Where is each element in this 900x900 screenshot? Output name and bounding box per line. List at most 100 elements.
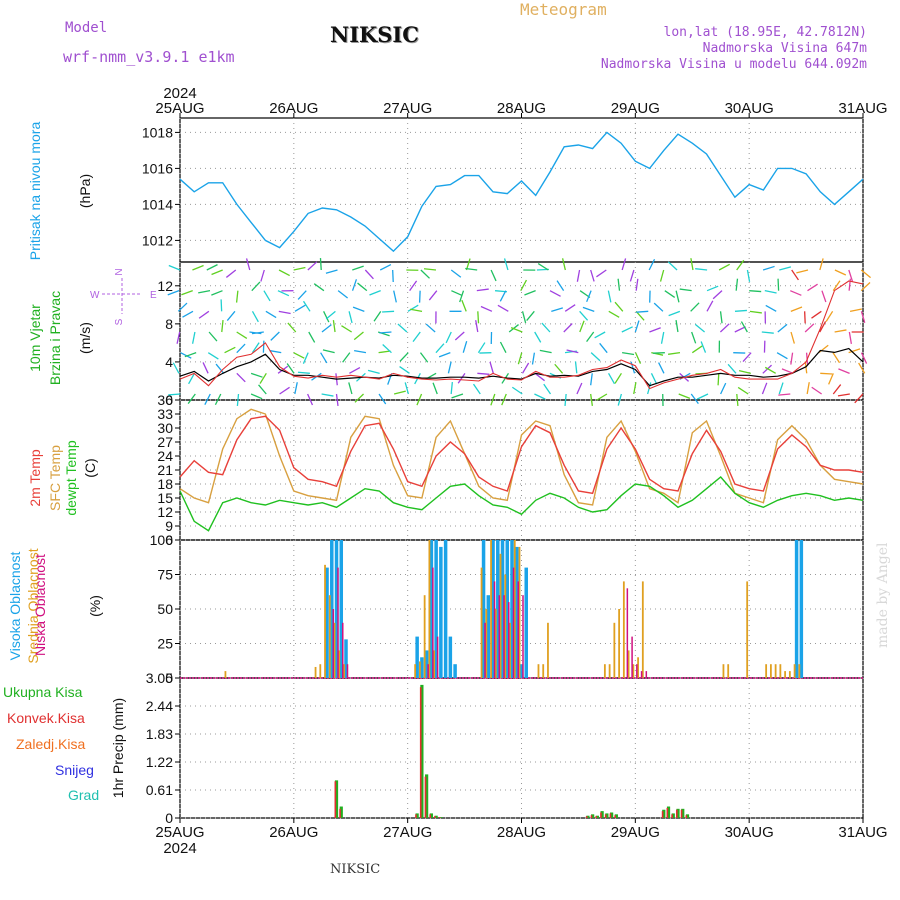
precip-bar xyxy=(590,815,593,818)
precip-bar xyxy=(605,813,609,818)
wind-arrow xyxy=(849,308,862,312)
wind-arrow xyxy=(848,348,861,354)
cloud-bar xyxy=(314,666,317,678)
wind-arrow xyxy=(761,382,768,395)
meteogram-title: Meteogram xyxy=(520,0,607,19)
wind-arrow xyxy=(418,290,421,303)
cloud-bar xyxy=(793,664,796,678)
wind-arrow xyxy=(302,300,311,312)
cloud-bar xyxy=(415,636,419,678)
wind-arrow xyxy=(278,310,291,315)
wind-arrow xyxy=(764,366,776,374)
wind-arrow xyxy=(215,363,225,374)
wind-arrow xyxy=(804,323,815,333)
wind-arrow xyxy=(781,368,794,374)
wind-arrow xyxy=(790,290,802,296)
wind-arrow xyxy=(819,258,824,271)
sfc-temp-line xyxy=(179,408,864,506)
wind-arrow xyxy=(177,302,188,312)
wind-arrow xyxy=(811,386,822,395)
y-tick-label: 12 xyxy=(157,504,173,520)
wind-arrow xyxy=(297,290,307,300)
wind-arrow xyxy=(454,331,465,341)
cloud-bar xyxy=(508,602,510,678)
cloud-bar xyxy=(343,664,345,678)
precip-bar xyxy=(434,815,438,818)
precip-bar xyxy=(438,817,441,818)
y-tick-label: 6 xyxy=(165,532,173,548)
precip-bar xyxy=(586,815,590,818)
cloud-bar xyxy=(645,671,648,678)
cloud-bar xyxy=(486,595,491,678)
wind-arrow xyxy=(477,372,490,375)
y-tick-label: 36 xyxy=(157,392,173,408)
wind-arrow xyxy=(503,258,509,271)
wind-arrow xyxy=(576,382,583,395)
legend-snow: Snijeg xyxy=(55,762,94,778)
wind-arrow xyxy=(737,386,749,395)
wind-arrow xyxy=(451,393,464,399)
wind-arrow xyxy=(564,393,567,407)
wind-arrow xyxy=(341,325,352,333)
wind-arrow xyxy=(590,393,594,406)
wind-arrow xyxy=(599,342,608,354)
cloud-bar xyxy=(632,664,635,678)
wind-arrow xyxy=(776,352,788,360)
wind-arrow xyxy=(837,393,850,397)
wind-arrow xyxy=(746,269,751,282)
cloud-bar xyxy=(512,567,515,678)
precip-bar xyxy=(610,812,614,818)
precip-bar xyxy=(420,684,424,818)
wind-arrow xyxy=(764,290,777,294)
wind-arrow xyxy=(534,331,542,343)
wind-arrow xyxy=(297,371,310,374)
wind-arrow xyxy=(777,323,788,333)
wind-arrow xyxy=(761,331,774,334)
wind-arrow xyxy=(551,307,564,312)
wind-arrow xyxy=(325,310,336,320)
wind-arrow xyxy=(648,258,656,271)
wind-arrow xyxy=(277,290,290,297)
wind-arrow xyxy=(727,363,737,374)
wind-arrow xyxy=(206,264,218,271)
wind-arrow xyxy=(819,321,827,333)
wind-arrow xyxy=(392,269,394,283)
cloud-bar xyxy=(515,546,519,678)
wind-arrow xyxy=(204,393,211,405)
x-tick-label-bottom: 26AUG xyxy=(269,824,318,841)
wind-arrow xyxy=(423,268,437,271)
cloud-bar xyxy=(519,664,524,678)
wind-speed-line xyxy=(179,347,864,387)
cloud-bar xyxy=(509,622,511,678)
wind-arrow xyxy=(320,352,328,364)
compass-west: W xyxy=(90,290,100,301)
precip-bar xyxy=(419,687,422,818)
cloud-bar xyxy=(324,564,326,678)
cloud-bar xyxy=(420,657,424,678)
x-tick-label-top: 31AUG xyxy=(838,100,887,117)
wind-arrow xyxy=(332,320,336,333)
wind-arrow xyxy=(858,362,866,374)
y-tick-label: 27 xyxy=(157,434,173,450)
wind-arrow xyxy=(539,349,552,354)
y-tick-label: 50 xyxy=(157,601,173,617)
cloud-bar xyxy=(503,595,505,678)
wind-arrow xyxy=(475,320,479,333)
wind-arrow xyxy=(294,304,306,312)
elevation-label: Nadmorska Visina 647m xyxy=(702,41,867,56)
wind-arrow xyxy=(659,269,665,282)
cloud-bar xyxy=(493,581,496,678)
wind-arrow xyxy=(378,350,391,354)
wind-arrow xyxy=(563,323,573,333)
wind-arrow xyxy=(796,269,809,274)
legend-total-precip: Ukupna Kisa xyxy=(3,684,83,700)
wind-arrow xyxy=(263,290,271,302)
wind-arrow xyxy=(690,258,694,271)
wind-arrow xyxy=(821,290,827,303)
precip-bar xyxy=(415,813,419,818)
precip-bar xyxy=(676,809,678,818)
wind-arrow xyxy=(649,327,661,333)
wind-arrow xyxy=(499,290,507,302)
wind-arrow xyxy=(596,269,607,278)
x-tick-label-bottom: 31AUG xyxy=(838,824,887,841)
